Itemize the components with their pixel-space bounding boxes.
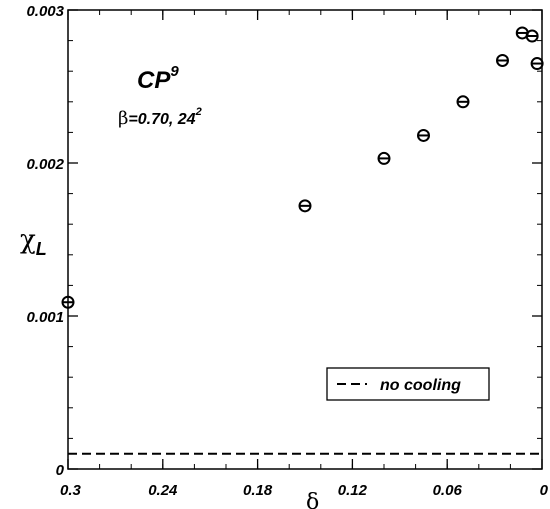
data-point	[456, 95, 470, 109]
data-point	[298, 199, 312, 213]
y-tick-label: 0.001	[26, 309, 64, 326]
y-axis-label: χL	[20, 225, 47, 259]
x-tick-label: 0.3	[60, 482, 82, 499]
tick-labels: 0.3 0.24 0.18 0.12 0.06 0 0 0.001 0.002 0.003	[26, 3, 548, 499]
y-tick-label: 0	[56, 462, 65, 479]
y-tick-label: 0.002	[26, 156, 64, 173]
data-point	[530, 57, 544, 71]
data-point	[417, 128, 430, 142]
data-point	[525, 29, 539, 43]
y-tick-label: 0.003	[26, 3, 64, 20]
plot-frame	[67, 9, 543, 470]
beta-annotation: β=0.70, 242	[118, 106, 202, 129]
model-superscript: 9	[170, 63, 179, 80]
x-tick-label: 0.06	[433, 482, 463, 499]
data-point	[377, 151, 391, 165]
x-tick-label: 0	[540, 482, 549, 499]
x-tick-label: 0.18	[243, 482, 273, 499]
legend-label: no cooling	[380, 377, 461, 394]
model-label: CP	[137, 67, 171, 94]
data-point	[61, 295, 75, 309]
beta-symbol: β	[118, 108, 128, 129]
x-axis-label: δ	[306, 490, 319, 509]
model-annotation: CP9	[137, 63, 179, 94]
legend: no cooling	[326, 367, 490, 401]
y-axis-label-symbol: χ	[20, 225, 36, 255]
data-point	[496, 53, 509, 67]
y-axis-label-subscript: L	[36, 239, 47, 259]
lattice-exponent: 2	[195, 106, 202, 118]
x-tick-label: 0.12	[338, 482, 368, 499]
beta-value: =0.70, 24	[128, 111, 195, 128]
data-points	[61, 26, 544, 309]
axis-ticks	[67, 9, 543, 470]
x-tick-label: 0.24	[148, 482, 178, 499]
